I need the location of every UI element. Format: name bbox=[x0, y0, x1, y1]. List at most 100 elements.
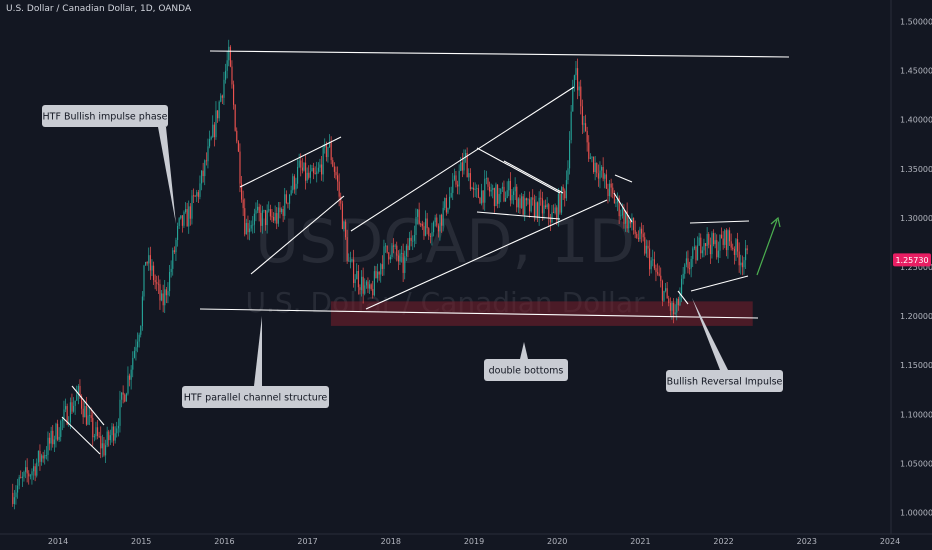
candle-body bbox=[417, 209, 419, 217]
candle-body bbox=[389, 256, 391, 260]
candle-body bbox=[733, 249, 735, 255]
candle-body bbox=[668, 298, 670, 304]
callout-htf-channel: HTF parallel channel structure bbox=[182, 316, 329, 408]
candle-body bbox=[204, 160, 206, 177]
candle-body bbox=[471, 187, 473, 190]
candle-body bbox=[201, 170, 203, 184]
candle-body bbox=[194, 195, 196, 197]
candle-body bbox=[92, 417, 94, 438]
candle-body bbox=[413, 235, 415, 241]
candle-body bbox=[551, 212, 553, 223]
candle-body bbox=[42, 455, 44, 459]
candle-body bbox=[509, 180, 511, 201]
candle-body bbox=[367, 281, 369, 289]
rise-2017-upper-line bbox=[350, 86, 575, 232]
candle-body bbox=[164, 289, 166, 306]
x-tick-label: 2024 bbox=[880, 537, 900, 546]
candle-body bbox=[465, 152, 467, 158]
candle-body bbox=[284, 194, 286, 216]
range-2021-top-line bbox=[689, 220, 750, 224]
candle-body bbox=[63, 409, 65, 420]
candle-body bbox=[26, 467, 28, 474]
candle-body bbox=[593, 156, 595, 173]
candle-body bbox=[522, 196, 524, 215]
candle-body bbox=[361, 276, 363, 291]
candle-body bbox=[713, 233, 715, 245]
candle-body bbox=[157, 283, 159, 285]
candle-body bbox=[236, 130, 238, 142]
candle-body bbox=[431, 232, 433, 237]
candle-body bbox=[132, 357, 134, 370]
x-tick-label: 2022 bbox=[713, 537, 733, 546]
x-tick-label: 2019 bbox=[464, 537, 484, 546]
candle-body bbox=[549, 217, 551, 223]
candle-body bbox=[693, 246, 695, 249]
candle-body bbox=[71, 402, 73, 412]
candle-body bbox=[596, 162, 598, 174]
candle-body bbox=[511, 194, 513, 201]
candle-body bbox=[676, 298, 678, 313]
y-tick-label: 1.20000 bbox=[900, 312, 932, 321]
pivot-2021-line bbox=[677, 290, 689, 305]
candle-body bbox=[212, 124, 214, 138]
candle-body bbox=[354, 279, 356, 283]
candle-body bbox=[281, 209, 283, 213]
candle-body bbox=[141, 296, 143, 327]
candle-body bbox=[700, 237, 702, 254]
candle-body bbox=[149, 255, 151, 271]
early-flag-lower-line bbox=[61, 416, 101, 455]
candle-body bbox=[545, 205, 547, 208]
y-tick-label: 1.50000 bbox=[900, 18, 932, 27]
callout-bullish-reversal-box bbox=[666, 370, 783, 392]
candle-body bbox=[644, 237, 646, 254]
candle-body bbox=[87, 415, 89, 425]
candle-body bbox=[661, 280, 663, 301]
candle-body bbox=[234, 104, 236, 131]
candle-body bbox=[541, 198, 543, 214]
candle-body bbox=[649, 248, 651, 270]
candle-body bbox=[583, 123, 585, 125]
projection-arrow-icon bbox=[770, 216, 781, 228]
candle-body bbox=[730, 241, 732, 248]
candle-body bbox=[556, 207, 558, 221]
candle-body bbox=[250, 225, 252, 229]
x-tick-label: 2014 bbox=[48, 537, 68, 546]
candle-body bbox=[729, 230, 731, 242]
candle-body bbox=[314, 173, 316, 175]
candle-body bbox=[684, 264, 686, 274]
candle-body bbox=[698, 237, 700, 246]
candle-body bbox=[193, 195, 195, 197]
candle-body bbox=[690, 258, 692, 269]
candle-body bbox=[409, 237, 411, 251]
candle-body bbox=[378, 271, 380, 275]
candle-body bbox=[581, 106, 583, 125]
candle-body bbox=[173, 250, 175, 253]
candle-body bbox=[565, 180, 567, 199]
candle-body bbox=[337, 175, 339, 182]
candle-body bbox=[393, 245, 395, 247]
candle-body bbox=[153, 265, 155, 281]
candle-body bbox=[445, 198, 447, 213]
candle-body bbox=[311, 167, 313, 172]
y-tick-label: 1.40000 bbox=[900, 116, 932, 125]
candle-body bbox=[290, 190, 292, 195]
candle-body bbox=[362, 276, 364, 294]
candle-body bbox=[559, 193, 561, 213]
candle-body bbox=[33, 466, 35, 472]
candle-body bbox=[501, 186, 503, 189]
candle-body bbox=[442, 207, 444, 226]
candle-body bbox=[93, 436, 95, 438]
candle-body bbox=[271, 216, 273, 218]
candle-body bbox=[466, 152, 468, 178]
candle-body bbox=[457, 184, 459, 187]
candle-body bbox=[82, 408, 84, 418]
candle-body bbox=[249, 228, 251, 233]
candle-body bbox=[109, 435, 111, 441]
x-tick-label: 2023 bbox=[797, 537, 817, 546]
candle-body bbox=[426, 218, 428, 229]
candle-body bbox=[564, 190, 566, 199]
candle-body bbox=[364, 285, 366, 294]
candle-body bbox=[489, 186, 491, 192]
candle-body bbox=[74, 400, 76, 406]
